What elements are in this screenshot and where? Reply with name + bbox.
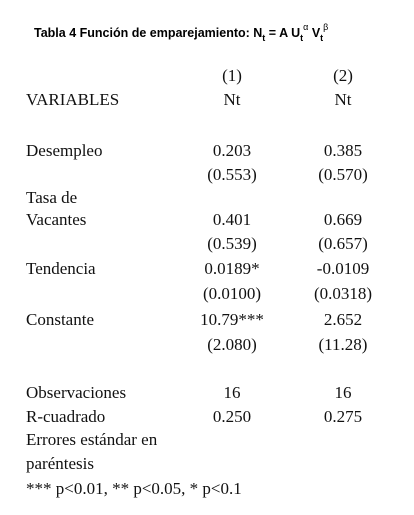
row-label: Constante bbox=[26, 310, 94, 329]
cell-value: 0.275 bbox=[323, 407, 363, 426]
subscript: t bbox=[320, 33, 324, 43]
cell-value: (11.28) bbox=[318, 335, 368, 354]
row-label: Vacantes bbox=[26, 210, 87, 229]
cell-value: (1) bbox=[222, 66, 242, 85]
cell-value: (2) bbox=[333, 66, 353, 85]
cell-value: Nt bbox=[334, 90, 352, 109]
cell-value: 10.79*** bbox=[200, 310, 264, 329]
superscript: β bbox=[323, 22, 329, 32]
subscript: t bbox=[262, 33, 266, 43]
row-label: VARIABLES bbox=[26, 90, 120, 109]
subscript: t bbox=[300, 33, 304, 43]
cell-value: 0.401 bbox=[212, 210, 252, 229]
cell-value: 0.385 bbox=[323, 141, 363, 160]
cell-value: (0.553) bbox=[207, 165, 257, 184]
table-title: Tabla 4 Función de emparejamiento: Nt = … bbox=[34, 22, 328, 43]
table-note: Errores estándar en bbox=[26, 430, 158, 449]
cell-value: 0.669 bbox=[323, 210, 363, 229]
row-label: Desempleo bbox=[26, 141, 103, 160]
cell-value: (0.539) bbox=[207, 234, 257, 253]
cell-value: (0.570) bbox=[318, 165, 368, 184]
table-note: paréntesis bbox=[26, 454, 94, 473]
cell-value: (2.080) bbox=[207, 335, 257, 354]
cell-value: -0.0109 bbox=[316, 259, 370, 278]
row-label: Tasa de bbox=[26, 188, 78, 207]
row-label: Tendencia bbox=[26, 259, 96, 278]
cell-value: (0.0100) bbox=[202, 284, 262, 303]
cell-value: 16 bbox=[334, 383, 352, 402]
row-label: Observaciones bbox=[26, 383, 127, 402]
title-text: Tabla 4 Función de emparejamiento: N bbox=[34, 26, 263, 40]
cell-value: (0.0318) bbox=[313, 284, 373, 303]
superscript: α bbox=[303, 22, 309, 32]
row-label: R-cuadrado bbox=[26, 407, 106, 426]
title-text: = A U bbox=[265, 26, 301, 40]
cell-value: 2.652 bbox=[323, 310, 363, 329]
cell-value: 16 bbox=[223, 383, 241, 402]
table-note: *** p<0.01, ** p<0.05, * p<0.1 bbox=[26, 479, 242, 498]
cell-value: 0.203 bbox=[212, 141, 252, 160]
cell-value: 0.0189* bbox=[204, 259, 260, 278]
cell-value: (0.657) bbox=[318, 234, 368, 253]
cell-value: 0.250 bbox=[212, 407, 252, 426]
title-text: V bbox=[308, 26, 321, 40]
cell-value: Nt bbox=[223, 90, 241, 109]
